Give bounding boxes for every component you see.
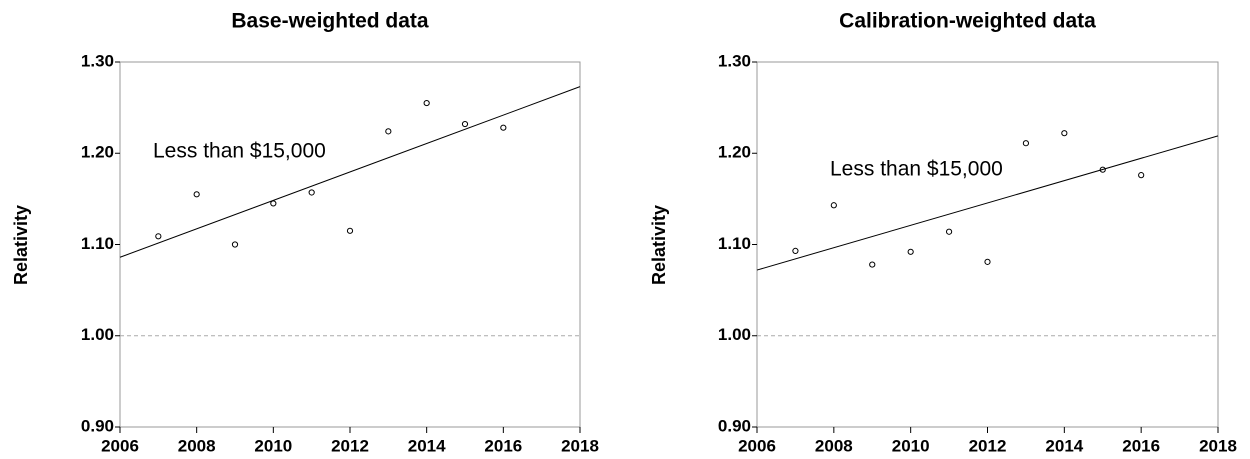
chart-title: Calibration-weighted data (839, 10, 1096, 33)
point (830, 202, 837, 209)
y-tick-label: 1.10 (81, 234, 114, 253)
x-tick-label: 2018 (1199, 436, 1237, 455)
point (346, 227, 354, 234)
point (308, 189, 315, 196)
point (423, 99, 430, 107)
x-tick-label: 2014 (408, 436, 446, 455)
point (1061, 130, 1068, 137)
point (984, 258, 991, 265)
annotation: Less than $15,000 (830, 158, 1003, 181)
point (385, 128, 392, 135)
point (155, 233, 162, 240)
x-tick-label: 2012 (969, 436, 1007, 455)
point (270, 200, 277, 207)
y-axis-label: Relativity (649, 205, 669, 285)
chart-title: Base-weighted data (231, 10, 429, 33)
x-tick-label: 2008 (178, 436, 216, 455)
y-tick-label: 1.20 (718, 143, 751, 162)
x-tick-label: 2006 (738, 436, 776, 455)
point (869, 261, 876, 268)
point (193, 191, 200, 198)
x-tick-label: 2012 (331, 436, 369, 455)
plot-frame (756, 61, 1219, 428)
annotation: Less than $15,000 (153, 140, 326, 163)
y-tick-label: 1.10 (718, 234, 751, 253)
y-tick-label: 1.30 (718, 51, 751, 70)
point (1022, 140, 1030, 147)
x-tick-label: 2016 (1122, 436, 1160, 455)
y-tick-label: 1.30 (81, 51, 114, 70)
x-tick-label: 2006 (101, 436, 139, 455)
point (461, 120, 469, 128)
x-tick-label: 2008 (815, 436, 853, 455)
point (1138, 172, 1145, 179)
point (907, 248, 914, 255)
trend-line (119, 86, 581, 258)
point (231, 241, 239, 248)
point (945, 228, 953, 235)
y-tick-label: 1.20 (81, 143, 114, 162)
trend-line (756, 135, 1219, 271)
y-tick-label: 0.90 (81, 416, 114, 435)
y-tick-label: 1.00 (718, 325, 751, 344)
x-tick-label: 2018 (561, 436, 599, 455)
plot-frame (119, 61, 581, 428)
point (1099, 166, 1106, 173)
x-tick-label: 2014 (1045, 436, 1083, 455)
y-tick-label: 1.00 (81, 325, 114, 344)
point (500, 124, 507, 131)
y-tick-label: 0.90 (718, 416, 751, 435)
x-tick-label: 2016 (484, 436, 522, 455)
x-tick-label: 2010 (892, 436, 930, 455)
x-tick-label: 2010 (254, 436, 292, 455)
point (792, 247, 799, 254)
y-axis-label: Relativity (11, 205, 31, 285)
